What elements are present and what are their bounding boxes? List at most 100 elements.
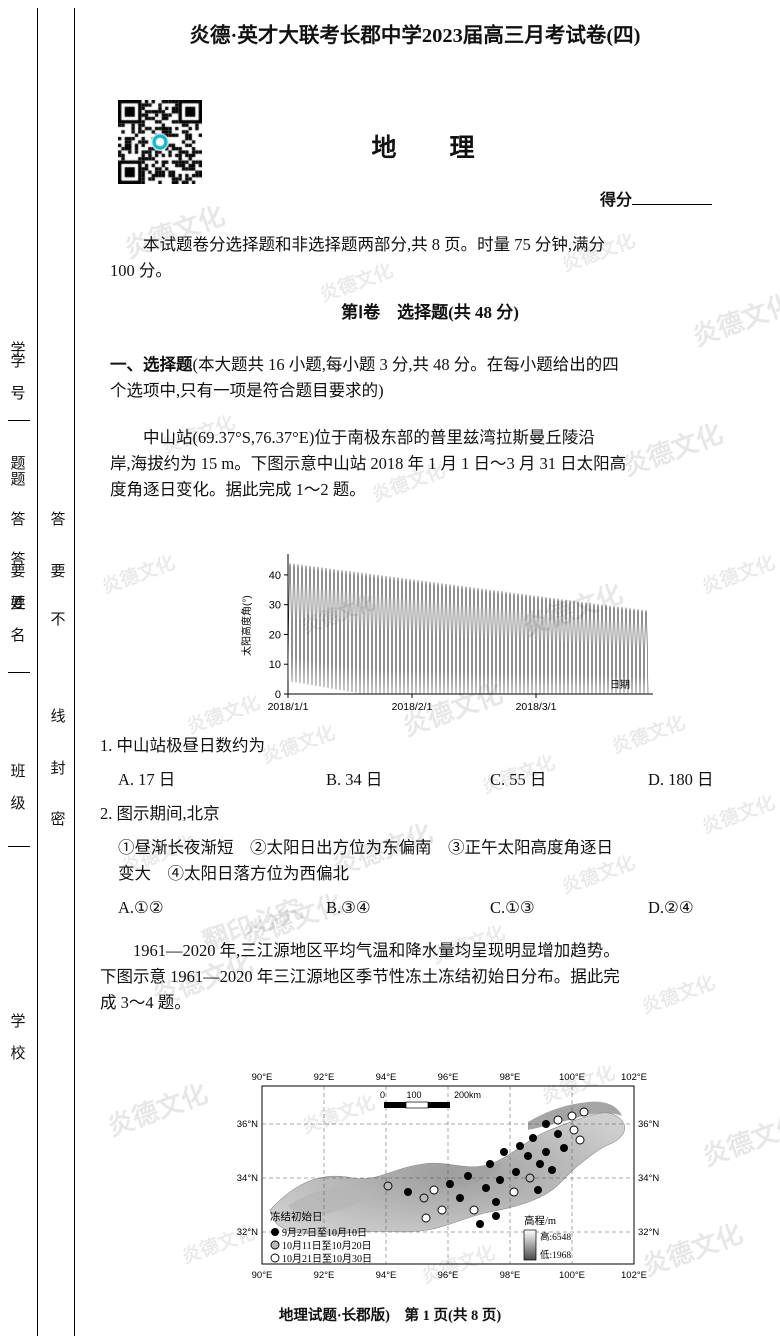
svg-text:94°E: 94°E [376, 1072, 397, 1083]
frozen-soil-data-points [383, 1107, 589, 1228]
sidebar-char: 班 [10, 764, 26, 780]
footer-right: 第 1 页(共 8 页) [404, 1308, 502, 1324]
question-1-option-c[interactable]: C. 55 日 [490, 770, 547, 789]
sidebar-char-xing: 姓 [0, 592, 36, 613]
svg-text:20: 20 [269, 629, 281, 641]
sidebar-char: 号 [10, 385, 26, 402]
sidebar-char-xiao: 校 [0, 1042, 36, 1063]
svg-text:94°E: 94°E [376, 1270, 397, 1281]
sidebar-char: 要 [50, 564, 66, 580]
question-1-option-d[interactable]: D. 180 日 [648, 770, 714, 789]
question-2-option-a[interactable]: A.①② [118, 898, 164, 917]
svg-text:0: 0 [275, 689, 281, 701]
sidebar-char: 名 [10, 628, 26, 644]
intro-line-1: 本试题卷分选择题和非选择题两部分,共 8 页。时量 75 分钟,满分 [143, 235, 605, 254]
elevation-legend: 高程/m 高:6548 低:1968 [523, 1214, 571, 1261]
svg-text:冻结初始日: 冻结初始日 [270, 1210, 323, 1223]
score-field: 得分 [600, 186, 713, 210]
watermark: 炎德文化 [99, 552, 178, 599]
sidebar-char: 线 [50, 709, 66, 725]
svg-text:2018/3/1: 2018/3/1 [516, 701, 557, 713]
sidebar-outer-column: 学 号 题 [0, 340, 36, 491]
sidebar-char: 答 [50, 512, 66, 528]
sidebar-char-bu: 不 [40, 608, 76, 629]
svg-text:98°E: 98°E [500, 1270, 521, 1281]
svg-text:0: 0 [380, 1090, 385, 1100]
section-1-heading-line2: 个选项中,只有一项是符合题目要求的) [110, 381, 384, 400]
passage-1-line-3: 度角逐日变化。据此完成 1～2 题。 [110, 480, 366, 499]
sidebar-char: 号 [10, 386, 26, 402]
scale-bar: 0 100 200km [380, 1090, 481, 1109]
svg-text:10: 10 [269, 659, 281, 671]
footer-left: 地理试题·长郡版) [278, 1308, 390, 1324]
qr-code [118, 100, 202, 184]
sidebar-char: 题 [10, 456, 26, 472]
sidebar-char-feng: 封 [40, 757, 76, 778]
svg-text:90°E: 90°E [252, 1072, 273, 1083]
sidebar-char-xian: 线 [40, 705, 76, 726]
question-1-option-a[interactable]: A. 17 日 [118, 770, 176, 789]
svg-text:高程/m: 高程/m [524, 1214, 556, 1227]
sidebar-char-da2: 答 [40, 508, 76, 529]
sidebar-char: 要 [10, 564, 26, 580]
passage-2-line-3: 成 3～4 题。 [100, 993, 191, 1012]
svg-text:92°E: 92°E [314, 1072, 335, 1083]
passage-1-line-1: 中山站(69.37°S,76.37°E)位于南极东部的普里兹湾拉斯曼丘陵沿 [143, 428, 595, 447]
svg-text:日期: 日期 [610, 679, 630, 691]
svg-text:2018/1/1: 2018/1/1 [268, 701, 309, 713]
svg-text:高:6548: 高:6548 [540, 1231, 571, 1243]
question-2-line-1: ①昼渐长夜渐短 ②太阳日出方位为东偏南 ③正午太阳高度角逐日 [118, 838, 613, 857]
sidebar-char-xue2: 学 [0, 1010, 36, 1031]
svg-text:96°E: 96°E [438, 1072, 459, 1083]
watermark: 炎德文化 [699, 552, 778, 599]
svg-text:32°N: 32°N [638, 1227, 659, 1238]
sidebar-char: 答 [10, 552, 26, 568]
frozen-soil-map-svg: 0 100 200km 冻结初始日 9月27日至10月10日 10月11日至10… [237, 1072, 660, 1281]
watermark: 炎德文化 [698, 1108, 780, 1172]
sidebar-divider [8, 846, 30, 847]
sidebar-char: 学 [10, 1014, 26, 1030]
sidebar-divider [8, 672, 30, 673]
question-2-option-c[interactable]: C.①③ [490, 898, 535, 917]
svg-text:2018/2/1: 2018/2/1 [392, 701, 433, 713]
sidebar-char: 不 [50, 612, 66, 628]
page-title: 炎德·英才大联考长郡中学2023届高三月考试卷(四) [189, 25, 641, 47]
sidebar-char: 密 [50, 812, 66, 828]
sidebar-char: 题 [10, 471, 26, 488]
question-1-option-b[interactable]: B. 34 日 [326, 770, 383, 789]
section-1-title: 第Ⅰ卷 选择题(共 48 分) [341, 303, 519, 322]
sidebar-char-ji: 级 [0, 792, 36, 813]
page-footer: 地理试题·长郡版) 第 1 页(共 8 页) [0, 1304, 780, 1325]
sidebar-char-hao: 号 [0, 382, 36, 403]
svg-text:40: 40 [269, 570, 281, 582]
sidebar-char: 学 [10, 354, 26, 370]
svg-text:98°E: 98°E [500, 1072, 521, 1083]
section-1-heading: 一、选择题(本大题共 16 小题,每小题 3 分,共 48 分。在每小题给出的四 [110, 352, 750, 378]
svg-text:34°N: 34°N [638, 1173, 659, 1184]
svg-text:36°N: 36°N [638, 1119, 659, 1130]
section-1-heading-rest: (本大题共 16 小题,每小题 3 分,共 48 分。在每小题给出的四 [192, 355, 619, 374]
solar-altitude-svg: 0 10 20 30 40 2018/1/1 2018/2/1 2018/3/1 太阳高度角… [240, 554, 653, 713]
score-blank [632, 190, 713, 205]
svg-text:30: 30 [269, 600, 281, 612]
sidebar-char: 答 [10, 512, 26, 528]
svg-text:102°E: 102°E [621, 1072, 647, 1083]
svg-text:低:1968: 低:1968 [540, 1249, 571, 1261]
svg-text:90°E: 90°E [252, 1270, 273, 1281]
sidebar-char: 级 [10, 796, 26, 812]
question-2-option-d[interactable]: D.②④ [648, 898, 694, 917]
svg-text:92°E: 92°E [314, 1270, 335, 1281]
svg-text:36°N: 36°N [237, 1119, 258, 1130]
sidebar-char-ming: 名 [0, 624, 36, 645]
sidebar-char-mi: 密 [40, 808, 76, 829]
svg-text:200km: 200km [454, 1090, 481, 1100]
intro-line-2: 100 分。 [110, 261, 172, 280]
map-legend: 冻结初始日 9月27日至10月10日 10月11日至10月20日 10月21日至… [270, 1210, 372, 1265]
sidebar-divider [8, 420, 30, 421]
sidebar-char-ti: 题 [0, 452, 36, 473]
score-label: 得分 [600, 192, 633, 209]
sidebar-char-xue: 学 [0, 350, 36, 371]
sidebar-outer-column-2: 答 要 [0, 550, 36, 616]
question-2-option-b[interactable]: B.③④ [326, 898, 371, 917]
